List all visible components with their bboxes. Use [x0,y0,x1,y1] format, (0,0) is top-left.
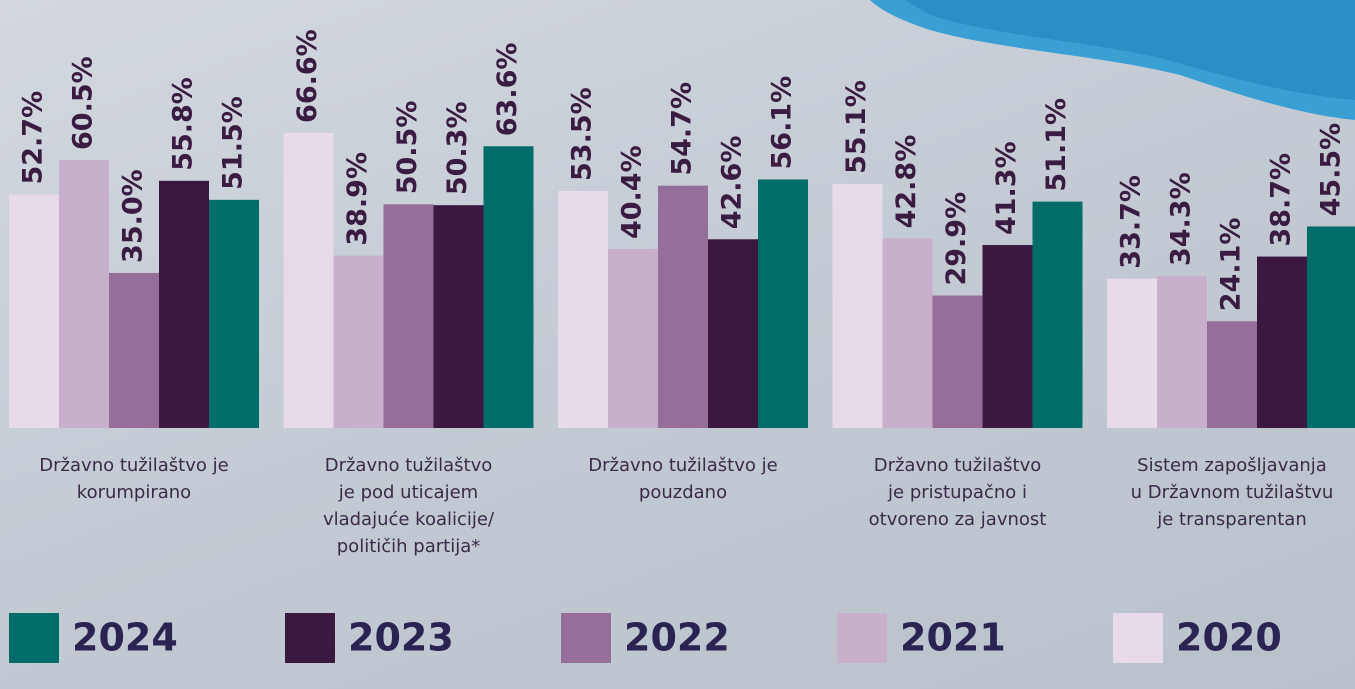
bar [883,238,933,428]
value-label: 29.9% [941,192,972,286]
bar [608,249,658,428]
bar [708,239,758,428]
value-label: 38.7% [1266,153,1297,247]
decoration [905,0,1355,100]
legend-label: 2024 [72,616,178,660]
value-label: 42.6% [717,136,748,230]
value-label: 53.5% [567,87,598,181]
bar [484,146,534,428]
value-label: 35.0% [118,169,149,263]
bar [209,200,259,428]
bar [1257,257,1307,428]
value-label: 34.3% [1166,172,1197,266]
value-label: 66.6% [292,29,323,123]
value-label: 42.8% [891,135,922,229]
bar [384,204,434,428]
category-label: Sistem zapošljavanja u Državnom tužilašt… [1097,452,1355,533]
bar [9,195,59,428]
value-label: 63.6% [492,43,523,137]
legend-swatch [1113,613,1163,663]
category-label: Državno tužilaštvo je pod uticajem vlada… [274,452,544,560]
value-label: 40.4% [617,145,648,239]
category-label: Državno tužilaštvo je pristupačno i otvo… [823,452,1093,533]
value-label: 60.5% [68,56,99,150]
bar [558,191,608,428]
legend-label: 2022 [624,616,730,660]
bar [284,133,334,428]
page: {"chart_data": {"type": "bar", "categori… [0,0,1355,689]
bar [983,245,1033,428]
legend-swatch [837,613,887,663]
bar [933,296,983,428]
bar [159,181,209,428]
value-label: 38.9% [342,152,373,246]
legend-label: 2020 [1176,616,1282,660]
bar [1107,279,1157,428]
bar [658,186,708,428]
bar [1157,276,1207,428]
value-label: 41.3% [991,141,1022,235]
chart: 52.7% 66.6% 53.5% 55.1% 33.7% 60.5% 38.9% 40.4%… [0,0,1355,689]
bar [1307,226,1355,428]
bar [758,179,808,428]
bar [59,160,109,428]
value-label: 50.5% [392,101,423,195]
legend-swatch [9,613,59,663]
category-label: Državno tužilaštvo je korumpirano [0,452,269,506]
value-label: 52.7% [18,91,49,185]
value-label: 33.7% [1116,175,1147,269]
bar [109,273,159,428]
value-label: 24.1% [1216,218,1247,312]
legend-label: 2023 [348,616,454,660]
value-label: 55.1% [841,80,872,174]
value-label: 45.5% [1316,123,1347,217]
category-label: Državno tužilaštvo je pouzdano [548,452,818,506]
value-label: 51.1% [1041,98,1072,192]
bar [1033,202,1083,428]
legend-swatch [285,613,335,663]
legend-swatch [561,613,611,663]
value-label: 55.8% [168,77,199,171]
bar [334,256,384,428]
bar [833,184,883,428]
value-label: 50.3% [442,101,473,195]
bar [434,205,484,428]
legend-label: 2021 [900,616,1006,660]
value-label: 51.5% [218,96,249,190]
value-label: 54.7% [667,82,698,176]
bar [1207,321,1257,428]
value-label: 56.1% [767,76,798,170]
